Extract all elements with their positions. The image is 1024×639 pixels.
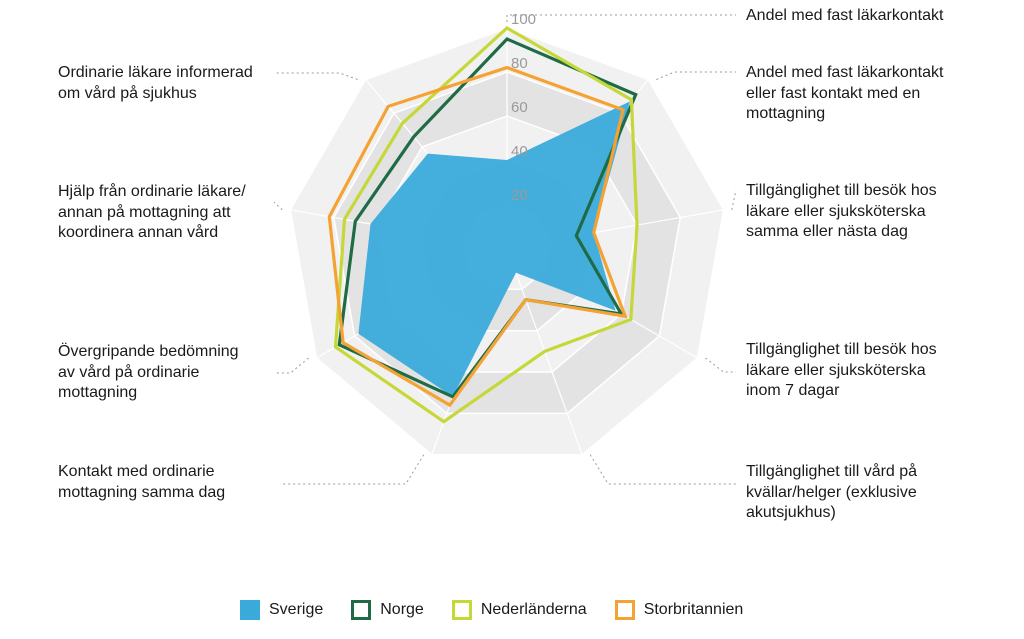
axis-label-8: Hjälp från ordinarie läkare/ annan på mo… bbox=[58, 183, 246, 241]
axis-label-9: Ordinarie läkare informerad om vård på s… bbox=[58, 64, 253, 102]
axis-label-5: Tillgänglighet till vård på kvällar/helg… bbox=[746, 463, 918, 521]
leader-line-4 bbox=[705, 357, 736, 373]
legend-item-nederlanderna: Nederländerna bbox=[451, 600, 587, 620]
legend-swatch-norge bbox=[351, 600, 372, 620]
tick-label-80: 80 bbox=[511, 55, 528, 72]
axis-label-7: Övergripande bedömning av vård på ordina… bbox=[58, 343, 239, 401]
leader-line-3 bbox=[731, 189, 737, 210]
series-sverige bbox=[358, 101, 630, 397]
axis-label-2: Andel med fast läkarkontakt eller fast k… bbox=[746, 64, 944, 122]
leader-line-9 bbox=[276, 72, 358, 80]
series-storbritannien bbox=[327, 65, 628, 408]
legend: Sverige Norge Nederländerna Storbritanni… bbox=[240, 600, 771, 620]
legend-swatch-nederlanderna bbox=[451, 600, 472, 620]
tick-label-60: 60 bbox=[511, 99, 528, 116]
tick-label-20: 20 bbox=[511, 187, 528, 204]
tick-label-100: 100 bbox=[511, 11, 536, 28]
radar-series bbox=[327, 26, 639, 424]
legend-label: Nederländerna bbox=[480, 601, 587, 618]
radar-tick-labels: 20 40 60 80 100 bbox=[511, 11, 536, 204]
leader-line-6 bbox=[280, 454, 425, 485]
legend-label: Storbritannien bbox=[643, 601, 744, 618]
legend-label: Sverige bbox=[269, 601, 324, 618]
legend-item-storbritannien: Storbritannien bbox=[614, 600, 744, 620]
leader-line-5 bbox=[589, 454, 736, 485]
leader-line-1 bbox=[506, 14, 736, 22]
tick-label-40: 40 bbox=[511, 143, 528, 160]
axis-label-6: Kontakt med ordinarie mottagning samma d… bbox=[58, 463, 226, 501]
legend-swatch-sverige bbox=[240, 600, 260, 620]
leader-line-7 bbox=[276, 357, 309, 374]
axis-label-3: Tillgänglighet till besök hos läkare ell… bbox=[746, 182, 937, 240]
axis-label-4: Tillgänglighet till besök hos läkare ell… bbox=[746, 341, 937, 399]
legend-item-norge: Norge bbox=[351, 600, 424, 620]
legend-label: Norge bbox=[380, 601, 424, 618]
label-leader-lines bbox=[273, 14, 737, 485]
radar-chart: 20 40 60 80 100 bbox=[273, 11, 737, 485]
series-nederländerna bbox=[333, 26, 639, 424]
axis-label-1: Andel med fast läkarkontakt bbox=[746, 7, 944, 24]
legend-swatch-storbritannien bbox=[614, 600, 635, 620]
leader-line-8 bbox=[273, 201, 283, 211]
leader-line-2 bbox=[656, 71, 736, 80]
legend-item-sverige: Sverige bbox=[240, 600, 323, 620]
